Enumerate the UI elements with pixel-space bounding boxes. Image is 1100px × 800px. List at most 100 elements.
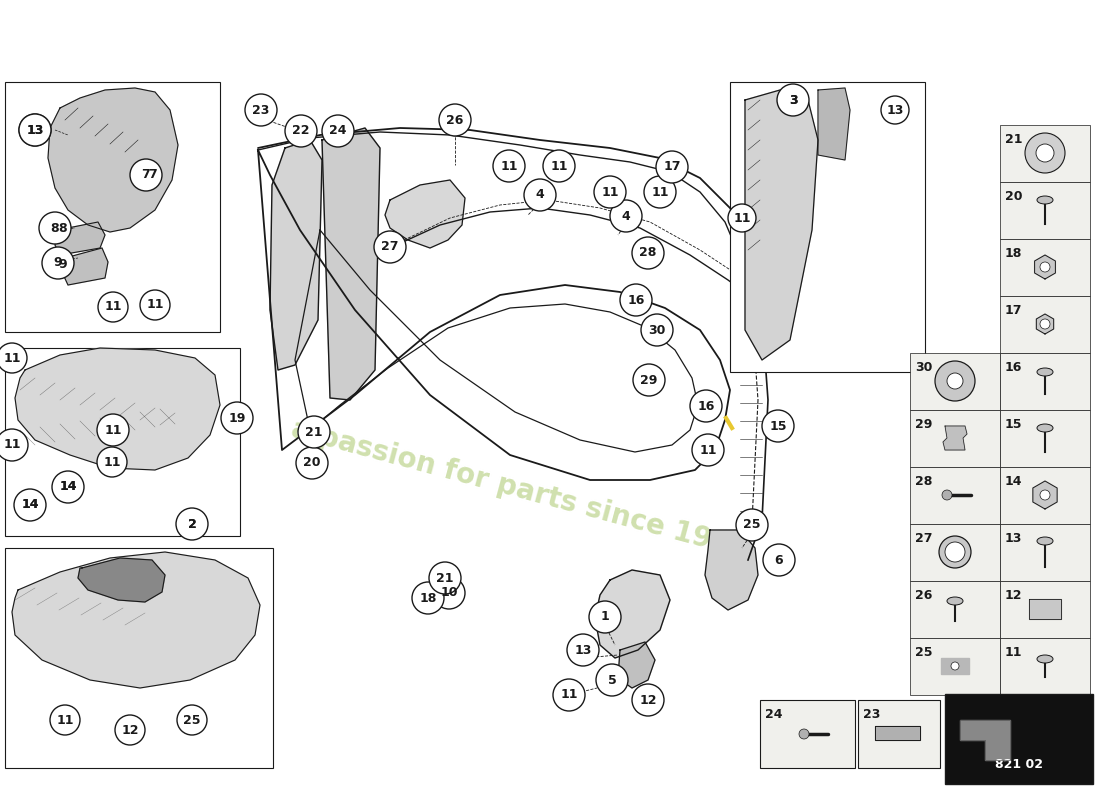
Text: 11: 11 xyxy=(602,186,618,198)
Bar xyxy=(760,700,855,768)
Circle shape xyxy=(952,662,959,670)
Bar xyxy=(1000,182,1090,239)
Text: 13: 13 xyxy=(887,103,904,117)
Polygon shape xyxy=(1028,599,1062,619)
Text: 27: 27 xyxy=(382,241,398,254)
Polygon shape xyxy=(12,552,260,688)
Text: 10: 10 xyxy=(440,586,458,599)
Text: 19: 19 xyxy=(229,411,245,425)
Circle shape xyxy=(641,314,673,346)
Text: 8: 8 xyxy=(51,222,59,234)
Text: 20: 20 xyxy=(1005,190,1023,203)
Text: 11: 11 xyxy=(500,159,518,173)
Circle shape xyxy=(298,416,330,448)
Bar xyxy=(858,700,940,768)
Text: 17: 17 xyxy=(1005,304,1023,317)
Circle shape xyxy=(947,373,962,389)
Text: 11: 11 xyxy=(734,211,750,225)
Circle shape xyxy=(935,361,975,401)
Text: 11: 11 xyxy=(104,301,122,314)
Polygon shape xyxy=(818,88,850,160)
Text: 26: 26 xyxy=(447,114,464,126)
Text: 24: 24 xyxy=(764,708,782,721)
Text: a passion for parts since 1985: a passion for parts since 1985 xyxy=(288,415,752,565)
Circle shape xyxy=(0,429,28,461)
Bar xyxy=(1000,410,1090,467)
Circle shape xyxy=(177,705,207,735)
Circle shape xyxy=(543,150,575,182)
Ellipse shape xyxy=(1037,424,1053,432)
Bar xyxy=(910,410,1000,467)
Text: 11: 11 xyxy=(56,714,74,726)
Circle shape xyxy=(1036,144,1054,162)
Text: 25: 25 xyxy=(184,714,200,726)
Polygon shape xyxy=(270,140,322,370)
Text: 3: 3 xyxy=(789,94,797,106)
Text: 28: 28 xyxy=(639,246,657,259)
Circle shape xyxy=(881,96,909,124)
Text: 9: 9 xyxy=(58,258,67,271)
Text: 7: 7 xyxy=(148,169,156,182)
Circle shape xyxy=(799,729,808,739)
Circle shape xyxy=(177,509,207,539)
Circle shape xyxy=(19,114,51,146)
Text: 27: 27 xyxy=(915,532,933,545)
Circle shape xyxy=(98,292,128,322)
Bar xyxy=(6,548,273,768)
Circle shape xyxy=(221,402,253,434)
Text: 30: 30 xyxy=(915,361,933,374)
Text: 7: 7 xyxy=(142,169,151,182)
Text: 14: 14 xyxy=(59,481,77,494)
Text: 11: 11 xyxy=(700,443,717,457)
Text: 14: 14 xyxy=(1005,475,1023,488)
Text: 25: 25 xyxy=(915,646,933,659)
Text: 9: 9 xyxy=(54,257,63,270)
Circle shape xyxy=(690,390,722,422)
Text: 30: 30 xyxy=(648,323,666,337)
Circle shape xyxy=(14,489,46,521)
Text: 20: 20 xyxy=(304,457,321,470)
Circle shape xyxy=(644,176,676,208)
Ellipse shape xyxy=(1037,537,1053,545)
Text: 3: 3 xyxy=(789,94,797,106)
Polygon shape xyxy=(943,426,967,450)
Text: 821 02: 821 02 xyxy=(996,758,1043,771)
Polygon shape xyxy=(428,578,460,605)
Polygon shape xyxy=(745,90,818,360)
Circle shape xyxy=(588,601,621,633)
Ellipse shape xyxy=(947,597,962,605)
Circle shape xyxy=(596,664,628,696)
Circle shape xyxy=(762,410,794,442)
Circle shape xyxy=(610,200,642,232)
Text: 16: 16 xyxy=(697,399,715,413)
Bar xyxy=(6,82,220,332)
Text: 13: 13 xyxy=(26,123,44,137)
Circle shape xyxy=(439,104,471,136)
Polygon shape xyxy=(78,558,165,602)
Text: 11: 11 xyxy=(3,351,21,365)
Bar xyxy=(1000,524,1090,581)
Ellipse shape xyxy=(1037,655,1053,663)
Text: 25: 25 xyxy=(744,518,761,531)
Circle shape xyxy=(594,176,626,208)
Circle shape xyxy=(374,231,406,263)
Text: 15: 15 xyxy=(769,419,786,433)
Circle shape xyxy=(97,447,126,477)
Text: 11: 11 xyxy=(103,455,121,469)
Text: 11: 11 xyxy=(146,298,164,311)
Bar xyxy=(910,638,1000,695)
Circle shape xyxy=(779,86,807,114)
Polygon shape xyxy=(236,405,248,428)
Circle shape xyxy=(942,490,952,500)
Circle shape xyxy=(1040,490,1050,500)
Text: 17: 17 xyxy=(663,161,681,174)
Circle shape xyxy=(52,471,84,503)
Text: 5: 5 xyxy=(607,674,616,686)
Ellipse shape xyxy=(1037,368,1053,376)
Circle shape xyxy=(656,151,688,183)
Polygon shape xyxy=(705,530,758,610)
Text: 12: 12 xyxy=(121,723,139,737)
Circle shape xyxy=(97,414,129,446)
Circle shape xyxy=(1025,133,1065,173)
Text: 18: 18 xyxy=(1005,247,1022,260)
